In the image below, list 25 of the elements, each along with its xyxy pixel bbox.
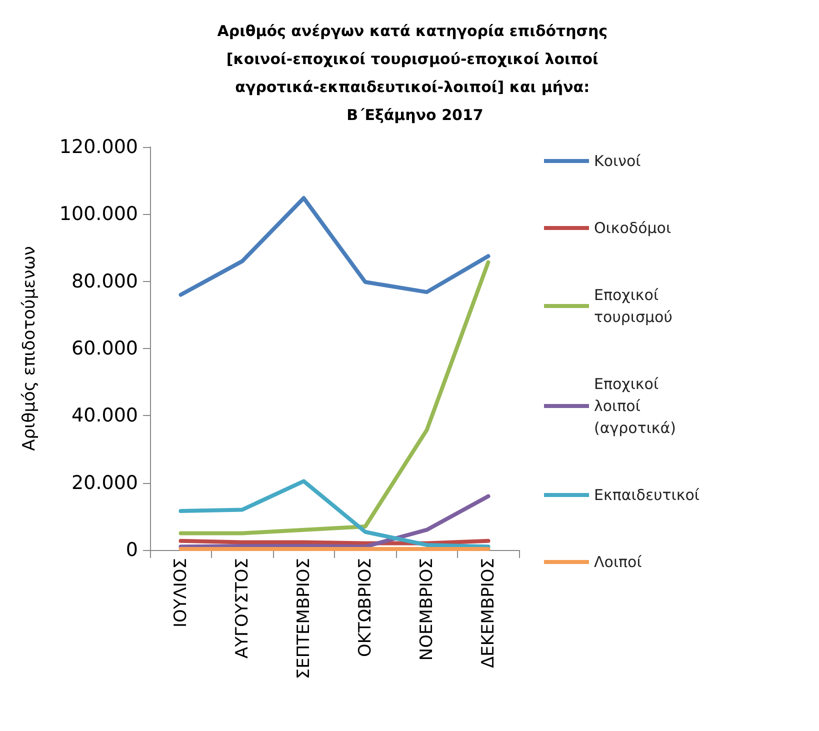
y-tick-label: 0	[126, 539, 138, 561]
legend-label: Εποχικοί τουρισμού	[594, 286, 672, 326]
legend-label: Οικοδόμοι	[594, 219, 672, 237]
y-tick-label: 40.000	[72, 404, 138, 427]
x-tick-label: ΣΕΠΤΕΜΒΡΙΟΣ	[294, 558, 314, 680]
line-series	[178, 260, 490, 536]
y-tick-label: 20.000	[72, 472, 138, 494]
x-tick-label: ΙΟΥΛΙΟΣ	[170, 558, 191, 628]
x-tick-label: ΔΕΚΕΜΒΡΙΟΣ	[478, 558, 498, 668]
y-axis-title: Αριθμός επιδοτούμενων	[20, 246, 40, 451]
chart-title: Αριθμός ανέργων κατά κατηγορία επιδότησης [κοινοί-εποχικοί τουρισμού-εποχικοί λοιποί αγροτικά-εκπαιδευτικοί-λοιποί] και μήνα: Β΄Εξάμηνο 2017	[217, 22, 613, 124]
legend-label: Εποχικοί λοιποί (αγροτικά)	[594, 375, 676, 437]
y-tick-label: 120.000	[59, 136, 138, 158]
line-series	[178, 494, 490, 549]
y-tick-label: 60.000	[72, 338, 138, 360]
line-series	[178, 479, 490, 549]
legend-label: Εκπαιδευτικοί	[594, 486, 700, 504]
x-tick-label: ΑΥΓΟΥΣΤΟΣ	[232, 558, 252, 658]
x-tick-label: ΝΟΕΜΒΡΙΟΣ	[416, 558, 437, 661]
x-tick-label: ΟΚΤΩΒΡΙΟΣ	[355, 558, 376, 657]
legend-label: Λοιποί	[594, 553, 642, 571]
y-tick-label: 80.000	[72, 270, 138, 292]
line-series	[178, 196, 490, 297]
legend-label: Κοινοί	[594, 152, 641, 170]
y-tick-label: 100.000	[59, 203, 138, 226]
